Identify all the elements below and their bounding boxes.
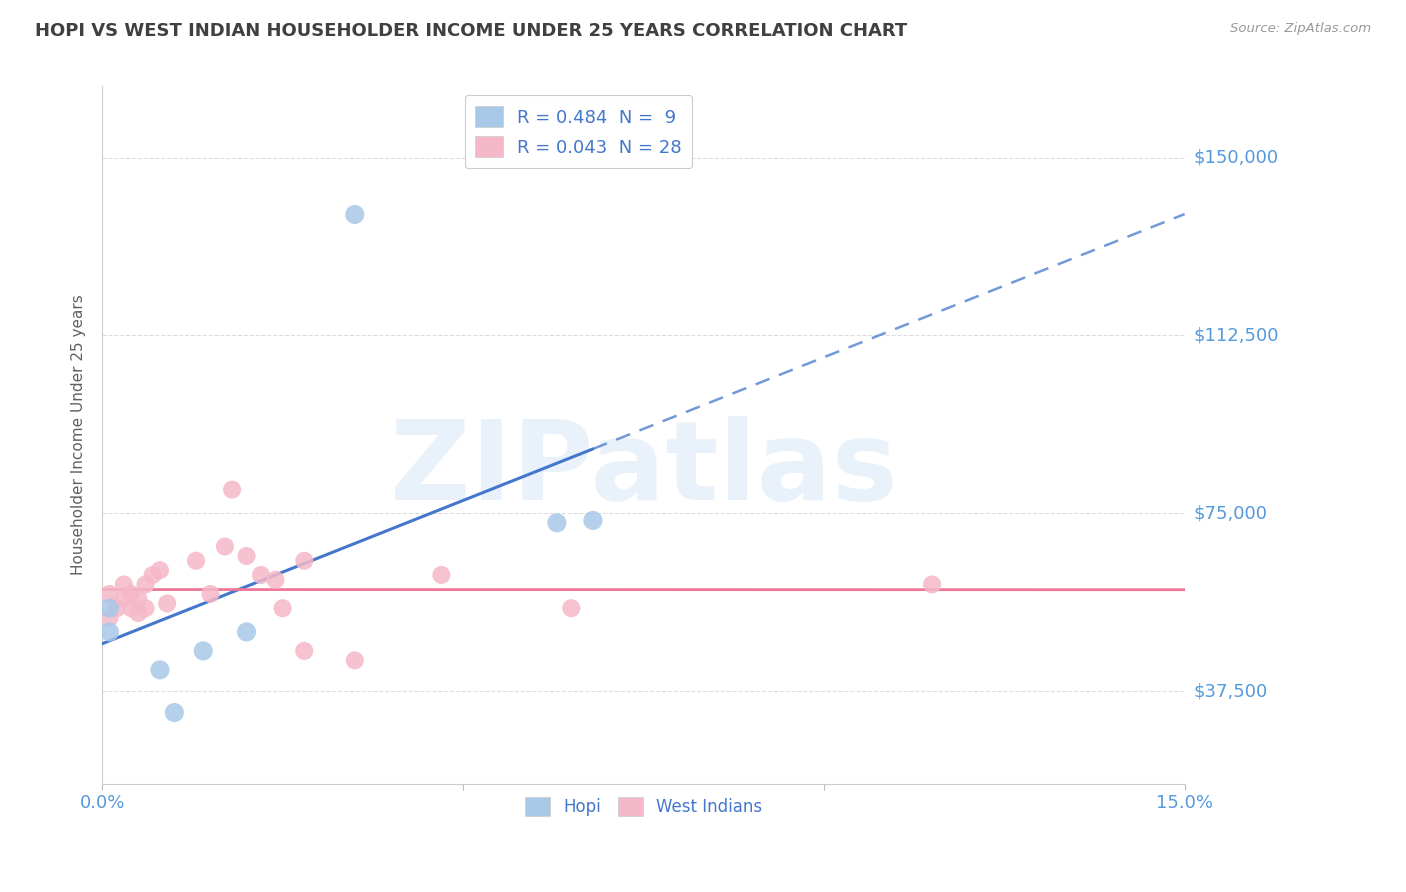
Point [112,577,135,591]
Legend: Hopi, West Indians: Hopi, West Indians [516,789,770,824]
Point [235,549,257,563]
Point [193,644,215,658]
Point [120,587,142,601]
Point [142,568,165,582]
Point [184,554,207,568]
Point [105,601,128,615]
Point [112,591,135,606]
Text: Source: ZipAtlas.com: Source: ZipAtlas.com [1230,22,1371,36]
Point [200,587,222,601]
Point [582,513,605,527]
Point [98,610,121,624]
Point [343,207,366,221]
Point [214,540,236,554]
Point [292,554,315,568]
Point [98,624,121,639]
Text: $112,500: $112,500 [1194,326,1278,344]
Point [120,601,142,615]
Point [149,663,172,677]
Point [271,601,294,615]
Point [127,591,149,606]
Point [235,624,257,639]
Text: ZIPatlas: ZIPatlas [389,417,897,524]
Point [546,516,568,530]
Point [250,568,273,582]
Point [134,577,156,591]
Point [163,706,186,720]
Y-axis label: Householder Income Under 25 years: Householder Income Under 25 years [72,294,86,575]
Text: $37,500: $37,500 [1194,682,1267,700]
Point [127,606,149,620]
Point [149,563,172,577]
Point [98,587,121,601]
Point [560,601,582,615]
Point [98,601,121,615]
Point [221,483,243,497]
Point [292,644,315,658]
Text: $150,000: $150,000 [1194,149,1278,167]
Text: HOPI VS WEST INDIAN HOUSEHOLDER INCOME UNDER 25 YEARS CORRELATION CHART: HOPI VS WEST INDIAN HOUSEHOLDER INCOME U… [35,22,907,40]
Point [134,601,156,615]
Point [264,573,287,587]
Point [430,568,453,582]
Text: $75,000: $75,000 [1194,504,1267,523]
Point [921,577,943,591]
Point [343,653,366,667]
Point [156,597,179,611]
